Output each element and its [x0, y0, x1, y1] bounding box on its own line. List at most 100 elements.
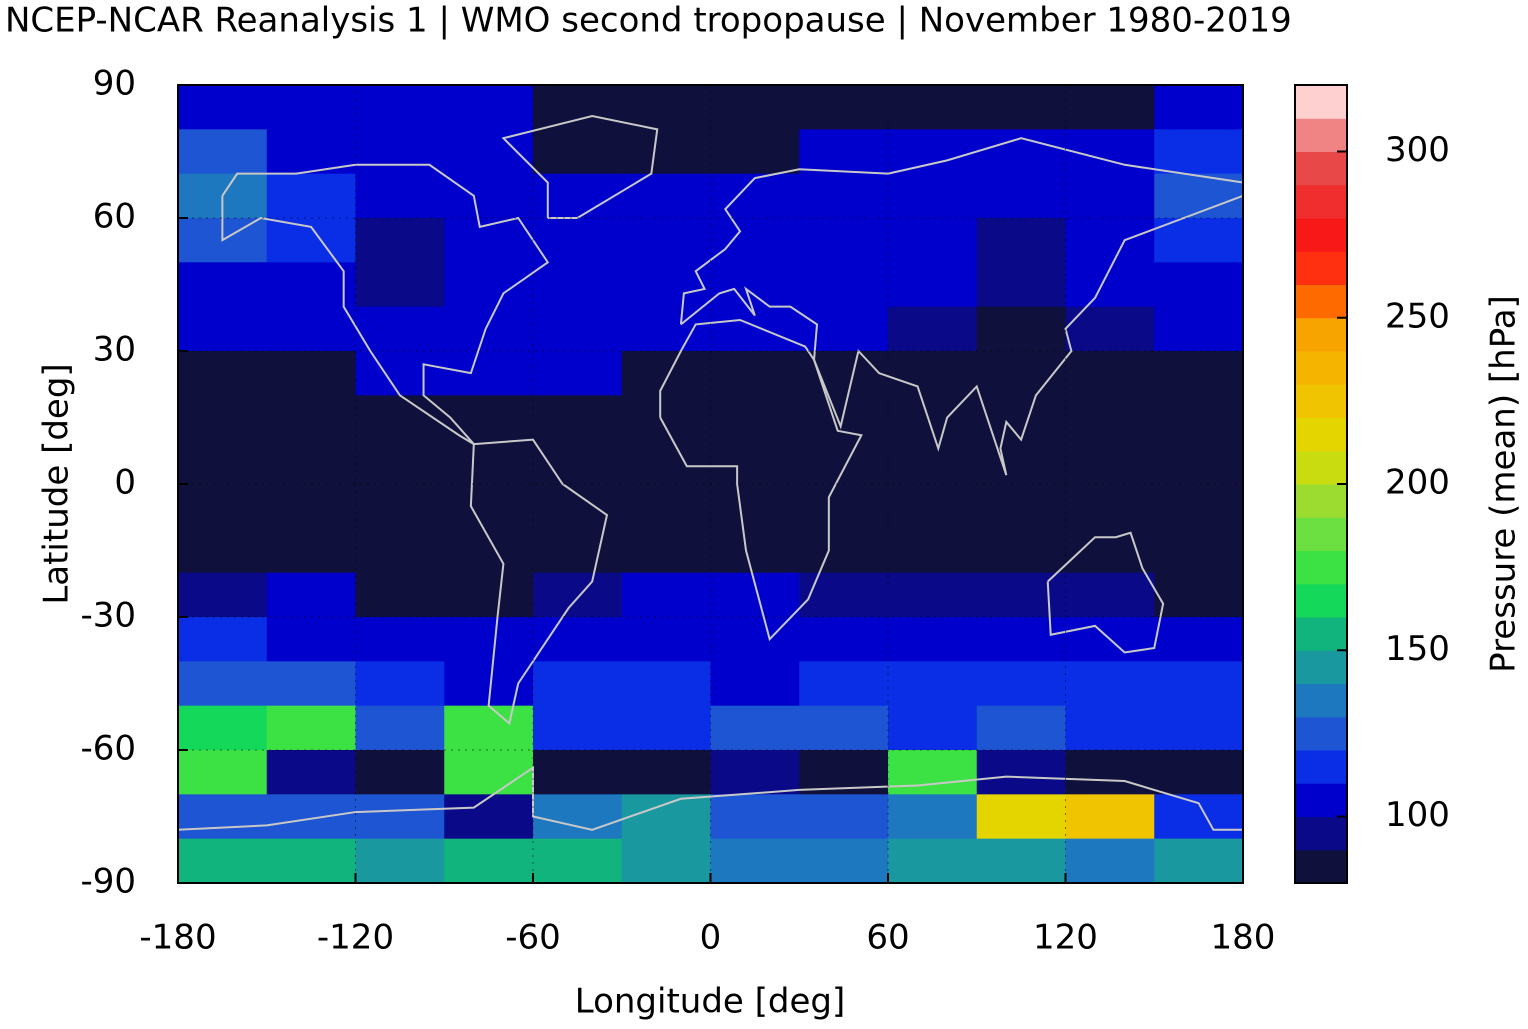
cell	[799, 617, 889, 662]
colorbar-swatch	[1295, 151, 1347, 186]
cell	[976, 173, 1066, 219]
cell	[799, 439, 889, 485]
cell	[710, 528, 800, 574]
cell	[799, 528, 889, 574]
cell	[888, 85, 978, 130]
colorbar-tick-label: 250	[1385, 296, 1450, 336]
cell	[533, 750, 623, 795]
colorbar-swatch	[1295, 251, 1347, 285]
colorbar-swatch	[1295, 417, 1347, 452]
cell	[888, 306, 978, 352]
cell	[266, 262, 356, 308]
cell	[621, 129, 711, 175]
axes: -180 -120 -60 0 60 120 180 -90 -60 -30 0 30 60 90 100 1…	[80, 64, 1449, 958]
cell	[976, 218, 1066, 263]
cell	[888, 617, 978, 662]
y-axis-label: Latitude [deg]	[37, 363, 77, 604]
cell	[355, 484, 445, 529]
cell	[533, 705, 623, 751]
colorbar-swatch	[1295, 849, 1347, 884]
colorbar-tick-label: 200	[1385, 463, 1450, 503]
cell	[621, 306, 711, 352]
colorbar-tick-label: 300	[1385, 130, 1450, 170]
x-tick-label: 60	[866, 918, 909, 958]
colorbar-swatch	[1295, 750, 1347, 784]
x-tick-label: 180	[1211, 918, 1276, 958]
cell	[710, 617, 800, 662]
cell	[976, 129, 1066, 175]
cell	[976, 351, 1066, 396]
cell	[266, 617, 356, 662]
colorbar-swatch	[1295, 583, 1347, 618]
cell	[266, 750, 356, 795]
cell	[621, 439, 711, 485]
y-tick-label: 60	[93, 197, 136, 237]
cell	[1065, 484, 1155, 529]
cell	[621, 661, 711, 707]
cell	[888, 838, 978, 884]
cell	[1154, 794, 1244, 840]
coastlines	[177, 115, 1244, 831]
cell	[266, 705, 356, 751]
cell	[621, 794, 711, 840]
cell	[1154, 351, 1244, 396]
cell	[178, 838, 268, 884]
x-tick-label: -60	[505, 918, 561, 958]
cell	[1154, 528, 1244, 574]
cell	[976, 395, 1066, 441]
y-tick-label: 0	[114, 463, 136, 503]
cell	[799, 794, 889, 840]
cell	[444, 794, 534, 840]
cell	[1065, 750, 1155, 795]
colorbar-swatch	[1295, 783, 1347, 817]
cell	[799, 306, 889, 352]
cell	[1065, 661, 1155, 707]
cell	[888, 572, 978, 618]
cell	[710, 439, 800, 485]
cell	[533, 85, 623, 130]
colorbar-swatch	[1295, 716, 1347, 751]
cell	[976, 794, 1066, 840]
colorbar-swatch	[1295, 484, 1347, 518]
colorbar-swatch	[1295, 816, 1347, 851]
cell	[799, 218, 889, 263]
colorbar-swatch	[1295, 351, 1347, 385]
cell	[444, 129, 534, 175]
cell	[444, 838, 534, 884]
cell	[1154, 617, 1244, 662]
cell	[355, 129, 445, 175]
colorbar-swatch	[1295, 118, 1347, 152]
cell	[888, 528, 978, 574]
colorbar-label: Pressure (mean) [hPa]	[1484, 295, 1524, 673]
cell	[178, 617, 268, 662]
cell	[621, 395, 711, 441]
x-tick-label: 0	[700, 918, 722, 958]
cell	[355, 794, 445, 840]
cell	[1154, 306, 1244, 352]
colorbar-swatch	[1295, 184, 1347, 219]
cell	[533, 661, 623, 707]
cell	[355, 439, 445, 485]
cell	[178, 750, 268, 795]
y-tick-label: 90	[93, 64, 136, 104]
cell	[710, 838, 800, 884]
y-tick-label: -30	[80, 596, 136, 636]
cell	[1065, 705, 1155, 751]
cell	[533, 572, 623, 618]
cell	[533, 218, 623, 263]
cell	[355, 572, 445, 618]
cell	[533, 262, 623, 308]
cell	[1065, 794, 1155, 840]
cell	[355, 750, 445, 795]
cell	[1154, 572, 1244, 618]
cell	[621, 572, 711, 618]
x-axis-label: Longitude [deg]	[575, 982, 846, 1022]
colorbar-swatch	[1295, 617, 1347, 651]
cell	[178, 794, 268, 840]
cell	[976, 572, 1066, 618]
cell	[710, 705, 800, 751]
cell	[1065, 838, 1155, 884]
cell	[1065, 351, 1155, 396]
cell	[178, 572, 268, 618]
cell	[621, 750, 711, 795]
